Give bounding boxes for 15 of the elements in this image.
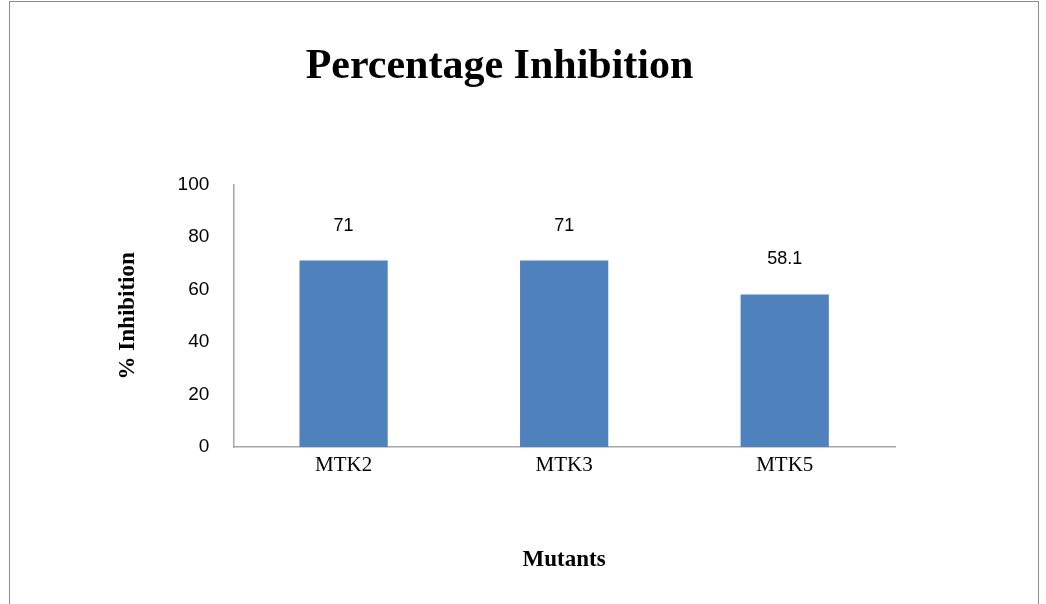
data-label: 71	[554, 214, 575, 235]
y-tick-label: 80	[188, 225, 210, 247]
y-tick-label: 40	[188, 330, 210, 352]
y-axis-title: % Inhibition	[113, 252, 139, 380]
x-axis-title: Mutants	[522, 546, 606, 572]
data-label: 58.1	[767, 248, 803, 269]
x-tick-label: MTK5	[756, 452, 814, 477]
y-tick-label: 60	[188, 277, 210, 299]
y-tick-label: 0	[198, 435, 210, 457]
y-tick-label: 100	[177, 172, 210, 194]
data-label: 71	[333, 214, 354, 235]
y-tick-label: 20	[188, 382, 210, 404]
chart-title: Percentage Inhibition	[305, 41, 694, 88]
x-tick-label: MTK3	[535, 452, 593, 477]
x-tick-label: MTK2	[315, 452, 373, 477]
